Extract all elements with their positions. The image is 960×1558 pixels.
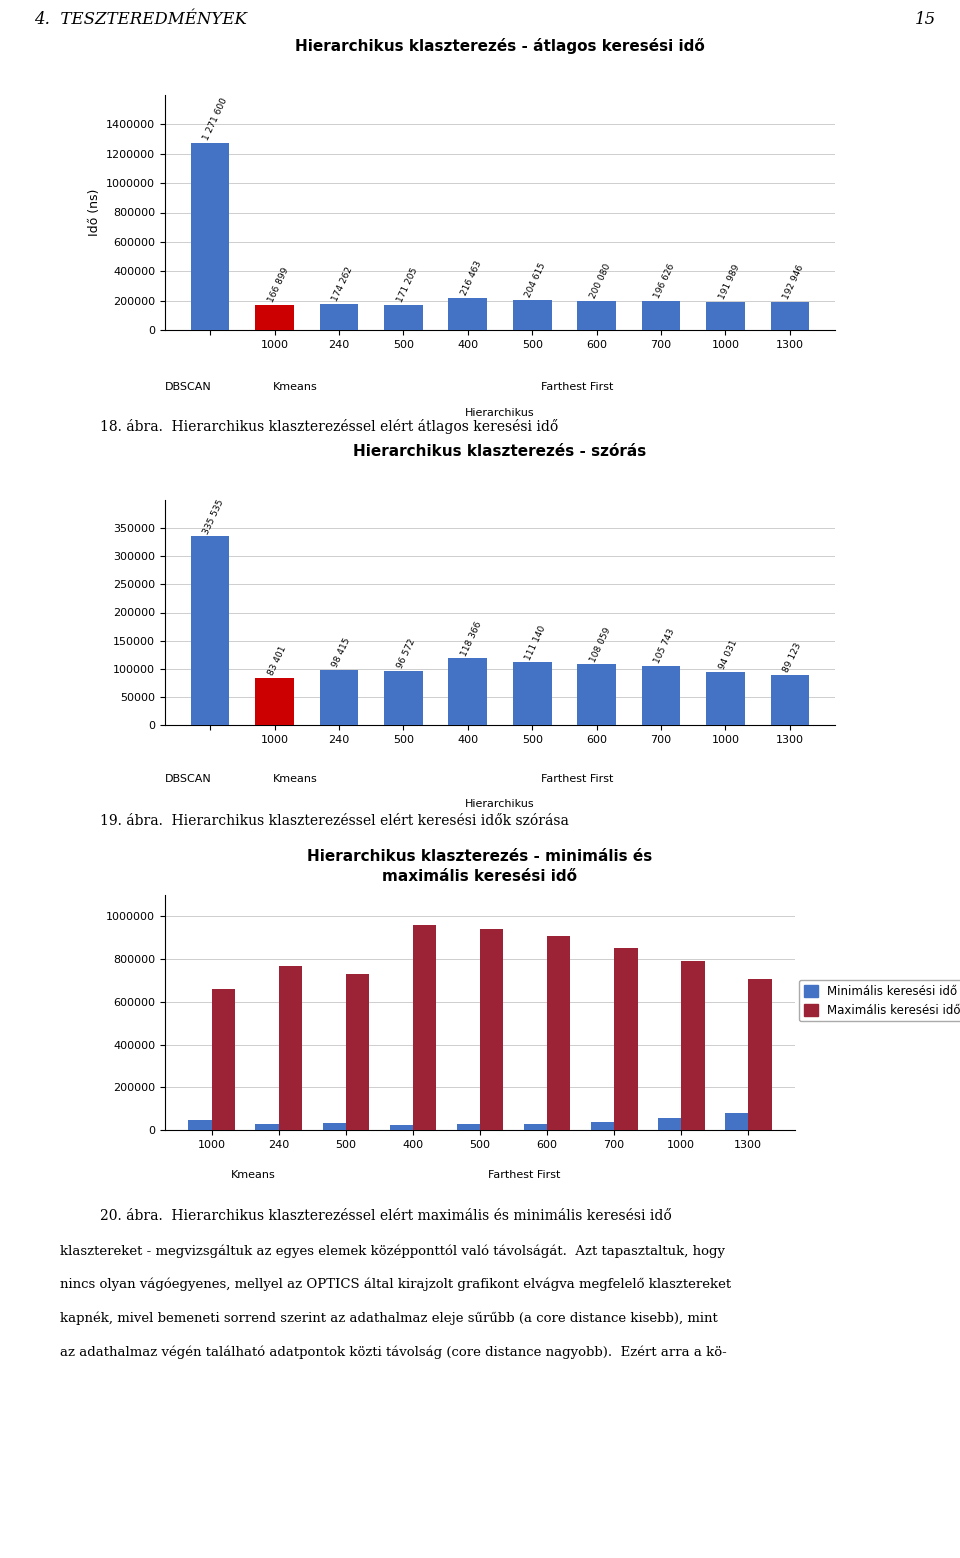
- Text: Hierarchikus: Hierarchikus: [466, 799, 535, 809]
- Title: Hierarchikus klaszterezés - szórás: Hierarchikus klaszterezés - szórás: [353, 444, 647, 458]
- Bar: [641, 665, 681, 724]
- Text: 196 626: 196 626: [653, 262, 677, 301]
- Bar: [681, 961, 705, 1130]
- Text: Hierarchikus: Hierarchikus: [466, 408, 535, 418]
- Bar: [255, 1123, 279, 1130]
- Bar: [577, 301, 616, 330]
- Text: 174 262: 174 262: [331, 266, 354, 304]
- Bar: [188, 1120, 212, 1130]
- Text: 1 271 600: 1 271 600: [202, 97, 229, 142]
- Text: 216 463: 216 463: [460, 260, 484, 298]
- Text: az adathalmaz végén található adatpontok közti távolság (core distance nagyobb).: az adathalmaz végén található adatpontok…: [60, 1346, 727, 1359]
- Text: 18. ábra.  Hierarchikus klaszterezéssel elért átlagos keresési idő: 18. ábra. Hierarchikus klaszterezéssel e…: [100, 419, 559, 433]
- Text: 98 415: 98 415: [331, 637, 352, 668]
- Bar: [590, 1122, 614, 1130]
- Text: 200 080: 200 080: [588, 262, 612, 299]
- Text: nincs olyan vágóegyenes, mellyel az OPTICS által kirajzolt grafikont elvágva meg: nincs olyan vágóegyenes, mellyel az OPTI…: [60, 1278, 732, 1292]
- Text: 4.  TESZTEREDMÉNYEK: 4. TESZTEREDMÉNYEK: [34, 11, 247, 28]
- Bar: [255, 678, 294, 724]
- Bar: [771, 675, 809, 724]
- Bar: [448, 659, 487, 724]
- Bar: [323, 1123, 346, 1130]
- Bar: [748, 980, 772, 1130]
- Text: 111 140: 111 140: [524, 625, 548, 662]
- Bar: [658, 1119, 681, 1130]
- Bar: [725, 1112, 748, 1130]
- Text: 20. ábra.  Hierarchikus klaszterezéssel elért maximális és minimális keresési id: 20. ábra. Hierarchikus klaszterezéssel e…: [100, 1209, 672, 1223]
- Text: Farthest First: Farthest First: [540, 774, 613, 785]
- Bar: [413, 925, 437, 1130]
- Text: Farthest First: Farthest First: [540, 382, 613, 391]
- Bar: [513, 662, 552, 724]
- Text: 19. ábra.  Hierarchikus klaszterezéssel elért keresési idők szórása: 19. ábra. Hierarchikus klaszterezéssel e…: [100, 813, 569, 827]
- Bar: [191, 143, 229, 330]
- Title: Hierarchikus klaszterezés - átlagos keresési idő: Hierarchikus klaszterezés - átlagos kere…: [295, 37, 705, 53]
- Bar: [523, 1123, 547, 1130]
- Bar: [448, 298, 487, 330]
- Bar: [384, 670, 422, 724]
- Text: 191 989: 191 989: [717, 263, 741, 301]
- Text: Kmeans: Kmeans: [230, 1170, 276, 1179]
- Bar: [513, 301, 552, 330]
- Text: kapnék, mivel bemeneti sorrend szerint az adathalmaz eleje sűrűbb (a core distan: kapnék, mivel bemeneti sorrend szerint a…: [60, 1312, 718, 1326]
- Text: 192 946: 192 946: [781, 263, 805, 301]
- Text: 89 123: 89 123: [781, 642, 804, 675]
- Text: 15: 15: [915, 11, 936, 28]
- Bar: [320, 670, 358, 724]
- Text: klasztereket - megvizsgáltuk az egyes elemek középponttól való távolságát.  Azt : klasztereket - megvizsgáltuk az egyes el…: [60, 1243, 725, 1257]
- Text: 335 535: 335 535: [202, 497, 226, 536]
- Y-axis label: Idő (ns): Idő (ns): [87, 189, 101, 237]
- Bar: [384, 305, 422, 330]
- Bar: [191, 536, 229, 724]
- Text: 171 205: 171 205: [396, 266, 420, 304]
- Text: 94 031: 94 031: [717, 639, 739, 671]
- Bar: [346, 974, 370, 1130]
- Text: 166 899: 166 899: [266, 266, 290, 304]
- Bar: [707, 302, 745, 330]
- Bar: [255, 305, 294, 330]
- Text: DBSCAN: DBSCAN: [165, 382, 212, 391]
- Bar: [390, 1125, 413, 1130]
- Bar: [320, 304, 358, 330]
- Text: DBSCAN: DBSCAN: [165, 774, 212, 785]
- Text: 96 572: 96 572: [396, 637, 417, 670]
- Text: 83 401: 83 401: [266, 645, 288, 678]
- Bar: [480, 929, 503, 1130]
- Bar: [707, 671, 745, 724]
- Text: Kmeans: Kmeans: [274, 382, 318, 391]
- Bar: [212, 989, 235, 1130]
- Text: Farthest First: Farthest First: [488, 1170, 561, 1179]
- Bar: [771, 302, 809, 330]
- Bar: [614, 949, 637, 1130]
- Text: 204 615: 204 615: [524, 262, 548, 299]
- Bar: [577, 664, 616, 724]
- Bar: [547, 936, 570, 1130]
- Bar: [279, 966, 302, 1130]
- Bar: [641, 301, 681, 330]
- Text: 105 743: 105 743: [653, 628, 677, 665]
- Text: 118 366: 118 366: [460, 620, 484, 657]
- Legend: Minimális keresési idő, Maximális keresési idő: Minimális keresési idő, Maximális keresé…: [799, 980, 960, 1022]
- Text: 108 059: 108 059: [588, 626, 612, 664]
- Title: Hierarchikus klaszterezés - minimális és
maximális keresési idő: Hierarchikus klaszterezés - minimális és…: [307, 849, 653, 883]
- Bar: [457, 1123, 480, 1130]
- Text: Kmeans: Kmeans: [274, 774, 318, 785]
